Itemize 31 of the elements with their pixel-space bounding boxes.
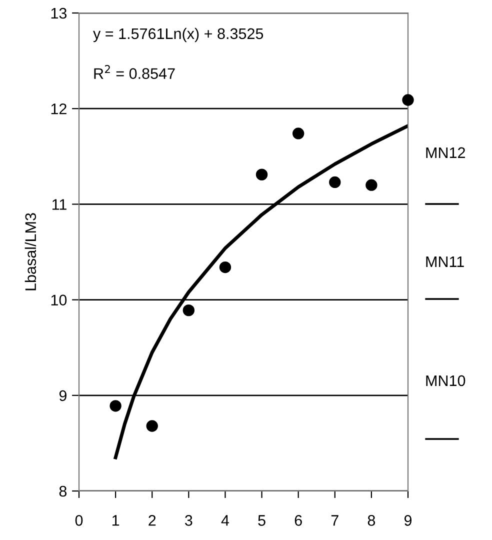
text: MN10 xyxy=(426,375,466,386)
x-tick-label: 0 xyxy=(75,515,83,526)
x-tick-label: 2 xyxy=(148,515,156,526)
x-tick-label: 9 xyxy=(404,515,412,526)
x-tick-label: 6 xyxy=(294,515,302,526)
x-tick-label: 7 xyxy=(331,515,338,526)
point xyxy=(366,179,378,191)
annotation: R$^{2}$ = 0.8547 xyxy=(94,65,175,79)
point xyxy=(292,128,304,140)
point xyxy=(402,94,414,106)
point xyxy=(182,304,195,316)
y-tick-label: 12 xyxy=(51,103,66,114)
y-tick-label: 10 xyxy=(51,294,67,306)
y-tick-label: 11 xyxy=(52,199,66,210)
x-tick-label: 4 xyxy=(221,515,230,526)
point xyxy=(146,420,158,432)
y-tick-label: 13 xyxy=(51,8,67,19)
x-tick-label: 1 xyxy=(112,515,120,526)
point xyxy=(110,400,122,412)
x-tick-label: 3 xyxy=(185,515,192,526)
text: MN12 xyxy=(426,147,465,158)
y-tick-label: 8 xyxy=(59,486,67,497)
annotation: y = 1.5761Ln(x) + 8.3525 xyxy=(93,28,264,42)
y-tick-label: 9 xyxy=(59,390,66,402)
text: MN11 xyxy=(426,256,464,267)
x-tick-label: 8 xyxy=(368,515,376,526)
point xyxy=(256,168,268,180)
y-axis-title: Lbasal/LM3 xyxy=(24,213,36,290)
point xyxy=(329,176,341,188)
x-tick-label: 5 xyxy=(258,515,266,526)
point xyxy=(219,261,232,274)
